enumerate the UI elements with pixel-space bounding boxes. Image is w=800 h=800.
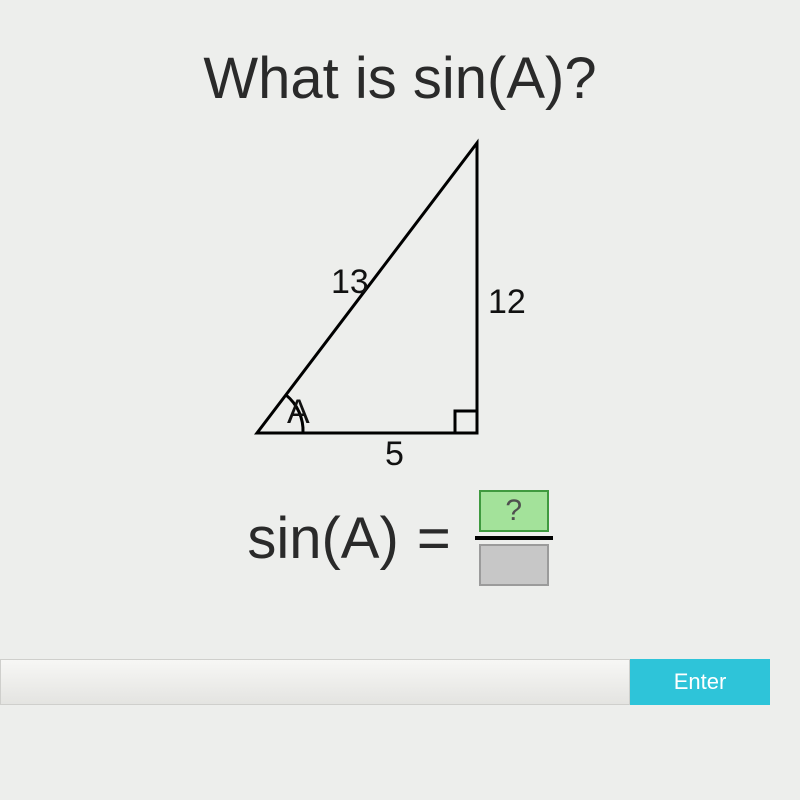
- denominator-input[interactable]: [479, 544, 549, 586]
- right-angle-marker: [455, 411, 477, 433]
- label-hypotenuse: 13: [331, 263, 369, 302]
- answer-fraction: ?: [475, 490, 553, 586]
- label-opposite: 12: [488, 283, 526, 322]
- label-angle-a: A: [287, 393, 310, 432]
- close-paren: ): [379, 505, 398, 572]
- label-adjacent: 5: [385, 435, 404, 474]
- equation-variable: A: [341, 505, 380, 572]
- answer-input-strip[interactable]: [0, 659, 630, 705]
- question-title: What is sin(A)?: [0, 45, 800, 112]
- enter-button[interactable]: Enter: [630, 659, 770, 705]
- equation: sin ( A ) = ?: [247, 490, 552, 586]
- exercise-panel: What is sin(A)? 13 12 5 A sin ( A ) = ? …: [0, 0, 800, 800]
- fraction-bar: [475, 536, 553, 540]
- open-paren: (: [321, 505, 340, 572]
- equation-function: sin: [247, 505, 321, 572]
- numerator-input[interactable]: ?: [479, 490, 549, 532]
- triangle-diagram: 13 12 5 A: [245, 135, 555, 475]
- equals-sign: =: [417, 505, 451, 572]
- equation-row: sin ( A ) = ?: [0, 490, 800, 586]
